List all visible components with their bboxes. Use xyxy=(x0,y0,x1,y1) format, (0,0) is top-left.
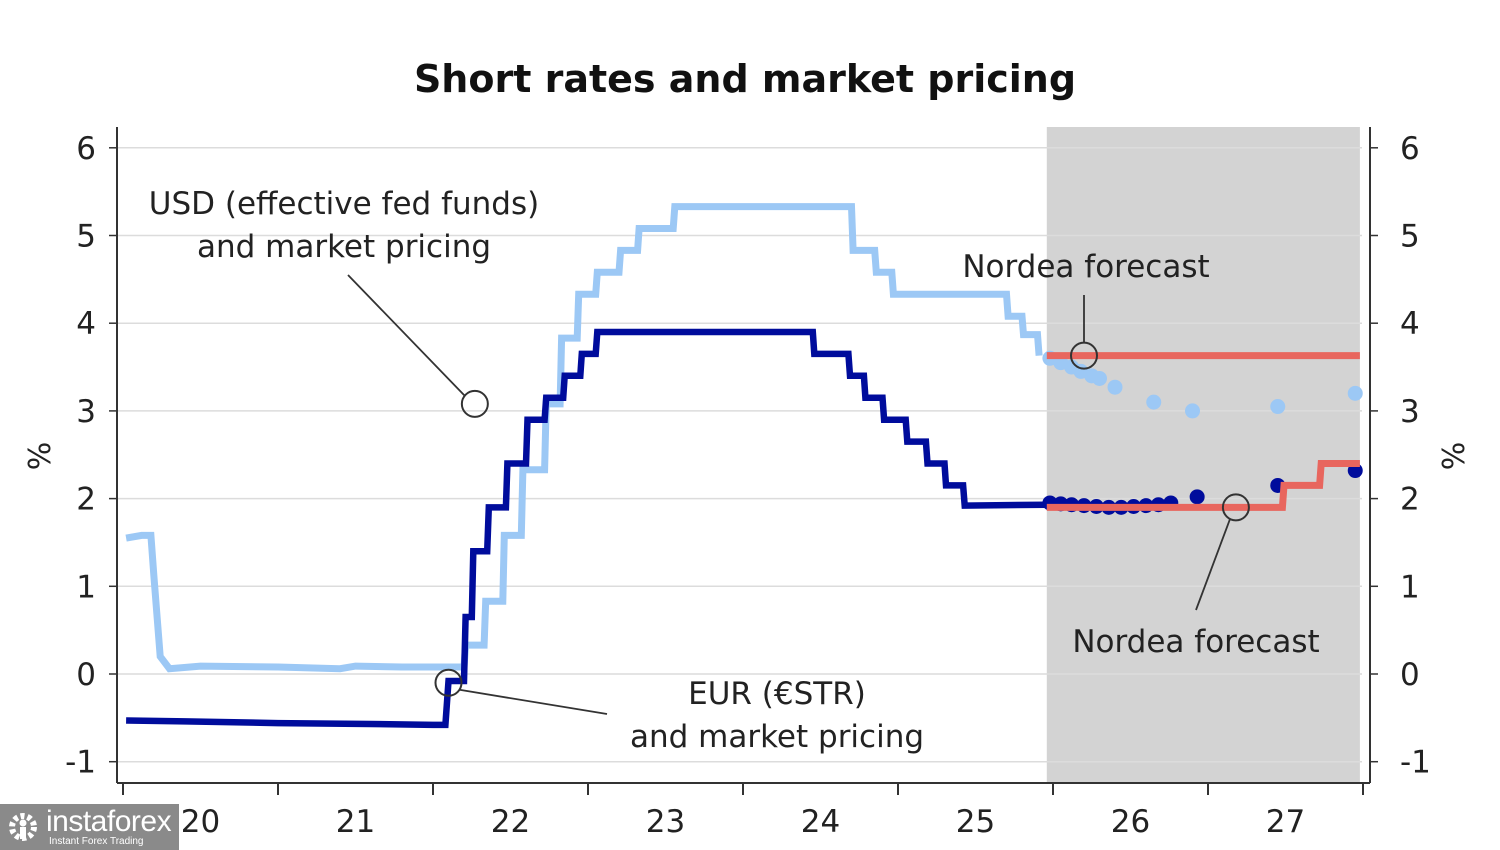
annotations: USD (effective fed funds) and market pric… xyxy=(149,186,1320,755)
annotation-usd-leader xyxy=(347,274,466,397)
annotation-eur-leader xyxy=(459,688,608,715)
point-usd-market-pricing xyxy=(1270,399,1286,415)
annotation-usd-line1: USD (effective fed funds) xyxy=(149,186,539,222)
point-usd-market-pricing xyxy=(1185,403,1200,419)
line-eur-str xyxy=(126,328,1047,729)
x-tick-label: 20 xyxy=(181,804,220,840)
point-usd-market-pricing xyxy=(1092,370,1107,386)
gear-logo-icon xyxy=(9,813,37,841)
series xyxy=(125,203,1363,729)
x-tick-label: 21 xyxy=(336,804,375,840)
annotation-usd-line2: and market pricing xyxy=(197,229,491,265)
x-tick-label: 25 xyxy=(956,804,995,840)
annotation-eur-line2: and market pricing xyxy=(630,719,924,755)
gridlines xyxy=(117,147,1362,763)
x-tick-label: 24 xyxy=(801,804,840,840)
annotation-usd-marker xyxy=(460,389,489,418)
point-usd-market-pricing xyxy=(1146,394,1162,410)
y-tick-label-right: 5 xyxy=(1400,219,1420,255)
annotation-nordea-eur-label: Nordea forecast xyxy=(1072,624,1319,660)
y-tick-label-left: 1 xyxy=(76,569,96,605)
point-eur-market-pricing xyxy=(1189,489,1205,505)
annotation-eur-marker xyxy=(434,668,463,697)
forecast-shaded-region xyxy=(1046,127,1360,783)
line-nordea-forecast-eur xyxy=(1046,460,1360,511)
line-usd-effective-fed-funds xyxy=(125,203,1043,673)
y-tick-label-left: 3 xyxy=(76,394,96,430)
y-tick-label-right: 0 xyxy=(1400,657,1420,693)
y-tick-label-left: 4 xyxy=(76,306,96,342)
x-tick-label: 27 xyxy=(1266,804,1305,840)
y-axis-title-left: % xyxy=(23,442,58,471)
forecast-shading xyxy=(1046,127,1360,783)
point-usd-market-pricing xyxy=(1347,385,1363,401)
y-tick-label-right: 4 xyxy=(1400,306,1420,342)
y-tick-label-left: -1 xyxy=(65,745,96,781)
y-tick-label-right: 1 xyxy=(1400,569,1420,605)
annotation-nordea-eur-marker xyxy=(1221,493,1250,522)
y-tick-label-right: -1 xyxy=(1400,745,1431,781)
x-tick-label: 23 xyxy=(646,804,685,840)
y-tick-label-right: 6 xyxy=(1400,131,1420,167)
point-usd-market-pricing xyxy=(1107,379,1123,395)
annotation-eur-line1: EUR (€STR) xyxy=(688,676,866,712)
annotation-nordea-usd-label: Nordea forecast xyxy=(962,249,1209,285)
chart-title: Short rates and market pricing xyxy=(414,57,1076,101)
watermark-brand: instaforex xyxy=(46,805,172,838)
x-tick-label: 26 xyxy=(1111,804,1150,840)
y-tick-label-left: 5 xyxy=(76,219,96,255)
watermark-tagline: Instant Forex Trading xyxy=(49,836,144,847)
y-tick-label-right: 2 xyxy=(1400,482,1420,518)
annotation-nordea-eur-leader xyxy=(1195,519,1231,611)
y-tick-label-right: 3 xyxy=(1400,394,1420,430)
axes: -1 -10 01 12 23 34 45 56 620 21 22 23 24 25 26 27 xyxy=(65,127,1431,840)
y-tick-label-left: 6 xyxy=(76,131,96,167)
y-axis-title-right: % xyxy=(1437,442,1472,471)
watermark: instaforex Instant Forex Trading xyxy=(0,804,179,850)
y-tick-label-left: 0 xyxy=(76,657,96,693)
annotation-nordea-usd-marker xyxy=(1070,341,1098,370)
x-tick-label: 22 xyxy=(491,804,530,840)
y-tick-label-left: 2 xyxy=(76,482,96,518)
